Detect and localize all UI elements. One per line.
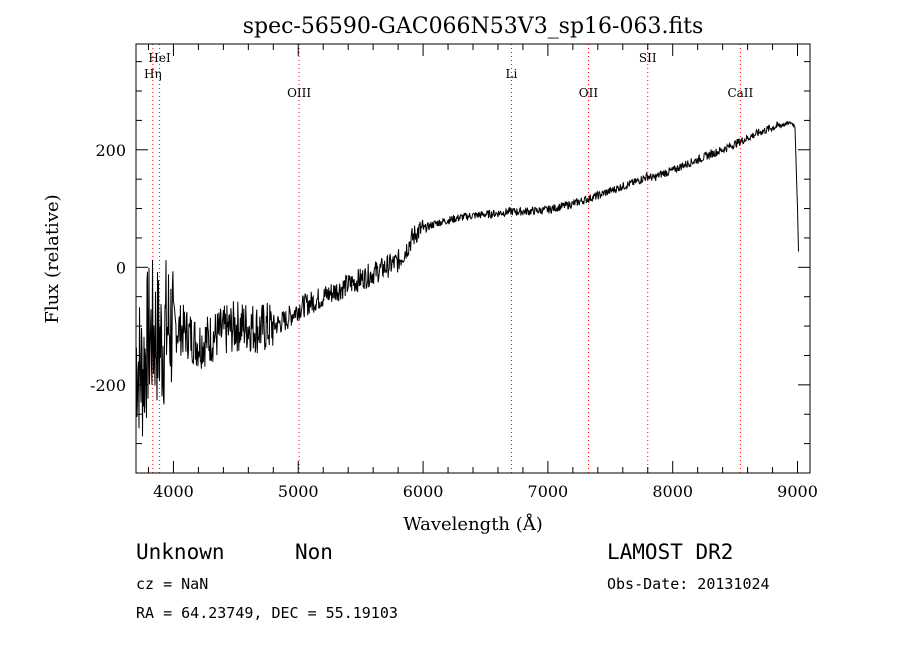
- x-tick-label: 8000: [652, 482, 693, 501]
- spectral-line-label: Li: [506, 67, 518, 81]
- y-axis-label: Flux (relative): [42, 194, 63, 323]
- spectral-line-label: OII: [579, 86, 599, 100]
- y-tick-label: -200: [90, 376, 126, 395]
- spectrum-line: [135, 120, 799, 437]
- x-tick-label: 9000: [777, 482, 818, 501]
- x-axis-label: Wavelength (Å): [403, 513, 543, 535]
- spectral-line-label: SII: [639, 51, 657, 65]
- redshift-text: cz = NaN: [136, 575, 209, 593]
- plot-frame: [135, 43, 811, 474]
- coordinates: RA = 64.23749, DEC = 55.19103: [136, 604, 398, 622]
- spectral-line-label: OIII: [287, 86, 311, 100]
- y-tick-label: 200: [95, 141, 126, 160]
- spectral-line-label: CaII: [727, 86, 753, 100]
- x-tick-label: 7000: [528, 482, 569, 501]
- x-tick-label: 4000: [153, 482, 194, 501]
- y-tick-label: 0: [116, 258, 126, 277]
- spectrum-series: [135, 120, 799, 437]
- spectral-line-label: Hη: [144, 67, 162, 81]
- spectral-line-label: HeI: [148, 51, 171, 65]
- survey-name: LAMOST DR2: [607, 540, 734, 564]
- object-class: Unknown: [136, 540, 225, 564]
- chart-title: spec-56590-GAC066N53V3_sp16-063.fits: [243, 14, 704, 39]
- object-subclass: Non: [295, 540, 333, 564]
- axis-ticks: 4000 5000 6000 7000 8000 9000 -200 0 200: [90, 44, 818, 501]
- obs-date: Obs-Date: 20131024: [607, 575, 770, 593]
- spectral-line-markers: HeI Hη OIII Li OII SII CaII: [144, 44, 754, 473]
- x-tick-label: 5000: [278, 482, 319, 501]
- x-tick-label: 6000: [403, 482, 444, 501]
